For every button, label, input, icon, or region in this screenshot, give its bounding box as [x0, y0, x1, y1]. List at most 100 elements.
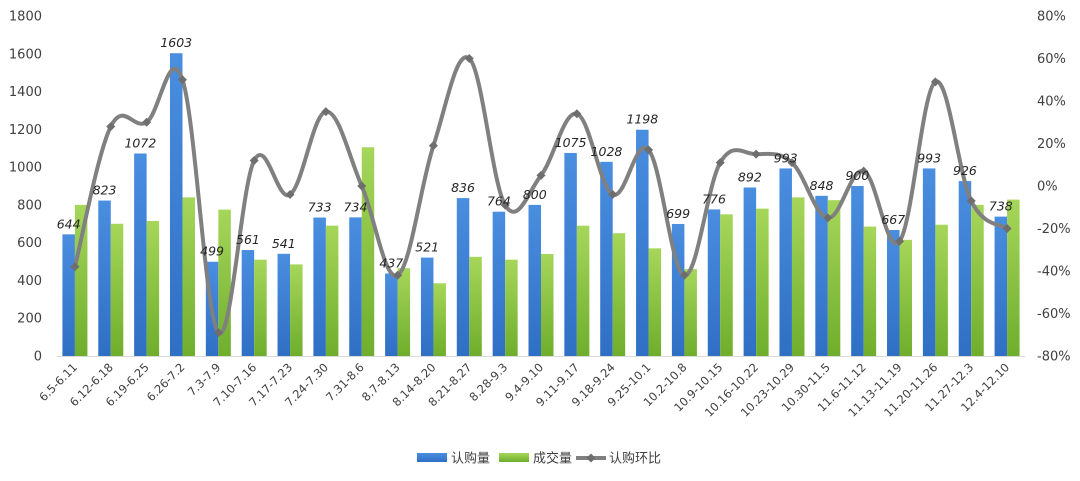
bar-transaction: [469, 256, 482, 356]
line-point-marker: [70, 262, 80, 272]
bar-subscription: [169, 53, 183, 356]
bar-transaction: [361, 147, 375, 356]
line-point-marker: [500, 200, 510, 210]
left-axis-tick-label: 800: [17, 198, 42, 213]
data-label: 836: [451, 180, 475, 195]
bar-transaction: [325, 225, 339, 356]
left-axis-tick-label: 600: [17, 236, 42, 251]
bar-transaction: [397, 268, 411, 356]
bar-subscription: [456, 198, 470, 356]
line-point-marker: [106, 122, 116, 131]
data-label: 667: [881, 212, 905, 227]
bar-transaction: [899, 239, 913, 356]
bar-transaction: [971, 204, 984, 356]
bar-subscription: [958, 181, 972, 356]
bar-transaction: [756, 208, 769, 356]
line-point-marker: [464, 54, 474, 63]
bar-subscription: [98, 200, 111, 356]
bar-subscription: [62, 234, 75, 356]
data-label: 823: [93, 183, 117, 198]
bar-subscription: [385, 273, 398, 356]
data-label: 437: [379, 255, 403, 270]
bar-transaction: [1007, 199, 1020, 356]
axes-group: 0 200 400 600 800 1000 1200 1400 1600 1800 -80% -60…: [9, 10, 1071, 365]
line-point-marker: [393, 270, 403, 280]
left-axis-tick-label: 1200: [9, 123, 42, 138]
data-label: 800: [523, 187, 547, 202]
line-point-marker: [966, 196, 976, 206]
data-label: 541: [272, 236, 296, 251]
data-label: 738: [989, 199, 1013, 214]
bar-transaction: [290, 264, 303, 356]
bar-transaction: [541, 254, 554, 356]
right-axis-tick-label: 0%: [1037, 180, 1058, 195]
bar-subscription: [528, 204, 541, 356]
bar-transaction: [684, 269, 697, 356]
left-axis-tick-label: 0: [34, 350, 42, 365]
data-label: 892: [738, 170, 762, 185]
bar-subscription: [241, 250, 255, 356]
line-point-marker: [428, 141, 438, 151]
bar-subscription: [707, 209, 721, 356]
bar-transaction: [648, 248, 662, 356]
line-point-marker: [142, 117, 152, 127]
data-label: 776: [702, 191, 726, 206]
left-axis-tick-label: 1400: [9, 85, 42, 100]
data-label: 993: [774, 150, 798, 165]
legend-label-subscription: 认购量: [451, 451, 490, 467]
bar-subscription: [743, 187, 757, 356]
legend-label-mom: 认购环比: [609, 451, 661, 467]
data-label: 1603: [160, 35, 192, 50]
bar-transaction: [612, 233, 626, 356]
x-tick-labels-group: 6.5-6.116.12-6.186.19-6.256.26-7.27.3-7.…: [36, 360, 1012, 419]
left-axis-tick-label: 1600: [9, 47, 42, 62]
legend: 认购量 成交量 认购环比: [417, 451, 661, 467]
line-group: [70, 54, 1012, 338]
data-label: 926: [953, 163, 977, 178]
bar-transaction: [863, 226, 877, 356]
right-axis-tick-label: 80%: [1037, 10, 1066, 25]
data-label: 521: [415, 240, 439, 255]
line-point-marker: [787, 158, 797, 168]
data-label: 644: [57, 216, 81, 231]
data-label: 993: [917, 150, 941, 165]
legend-marker-mom: [586, 453, 596, 463]
data-label: 764: [487, 194, 511, 209]
bar-subscription: [313, 217, 326, 356]
right-axis-tick-label: -80%: [1037, 350, 1071, 365]
data-label: 734: [344, 199, 368, 214]
line-point-marker: [321, 107, 331, 117]
line-point-marker: [679, 270, 689, 280]
line-point-marker: [644, 145, 654, 155]
line-point-marker: [608, 190, 618, 199]
bar-subscription: [887, 230, 900, 356]
line-point-marker: [930, 77, 940, 87]
data-label: 1072: [124, 136, 156, 151]
line-point-marker: [213, 328, 223, 338]
bar-transaction: [110, 223, 124, 356]
bar-subscription: [600, 161, 613, 356]
bar-transaction: [74, 204, 88, 356]
right-axis-tick-label: -60%: [1037, 307, 1071, 322]
data-labels-group: 644 823 1072 1603 499 561 541 733 734 437 521 836 76…: [57, 35, 1013, 270]
bar-subscription: [851, 186, 864, 356]
line-point-marker: [715, 158, 725, 168]
line-point-marker: [177, 75, 187, 85]
line-point-marker: [536, 170, 546, 180]
left-axis-tick-label: 1800: [9, 10, 42, 25]
data-label: 733: [308, 200, 332, 215]
legend-swatch-transaction: [499, 453, 529, 462]
bar-subscription: [134, 153, 147, 356]
bar-subscription: [815, 195, 828, 356]
bar-transaction: [182, 197, 195, 356]
bar-subscription: [994, 216, 1008, 356]
bar-transaction: [254, 259, 267, 356]
line-point-marker: [859, 166, 869, 176]
x-tick-label: 8.28-9.3: [466, 360, 510, 404]
line-point-marker: [357, 181, 367, 191]
data-label: 499: [200, 244, 224, 259]
right-axis-tick-label: -20%: [1037, 222, 1071, 237]
left-axis-tick-label: 200: [17, 312, 42, 327]
